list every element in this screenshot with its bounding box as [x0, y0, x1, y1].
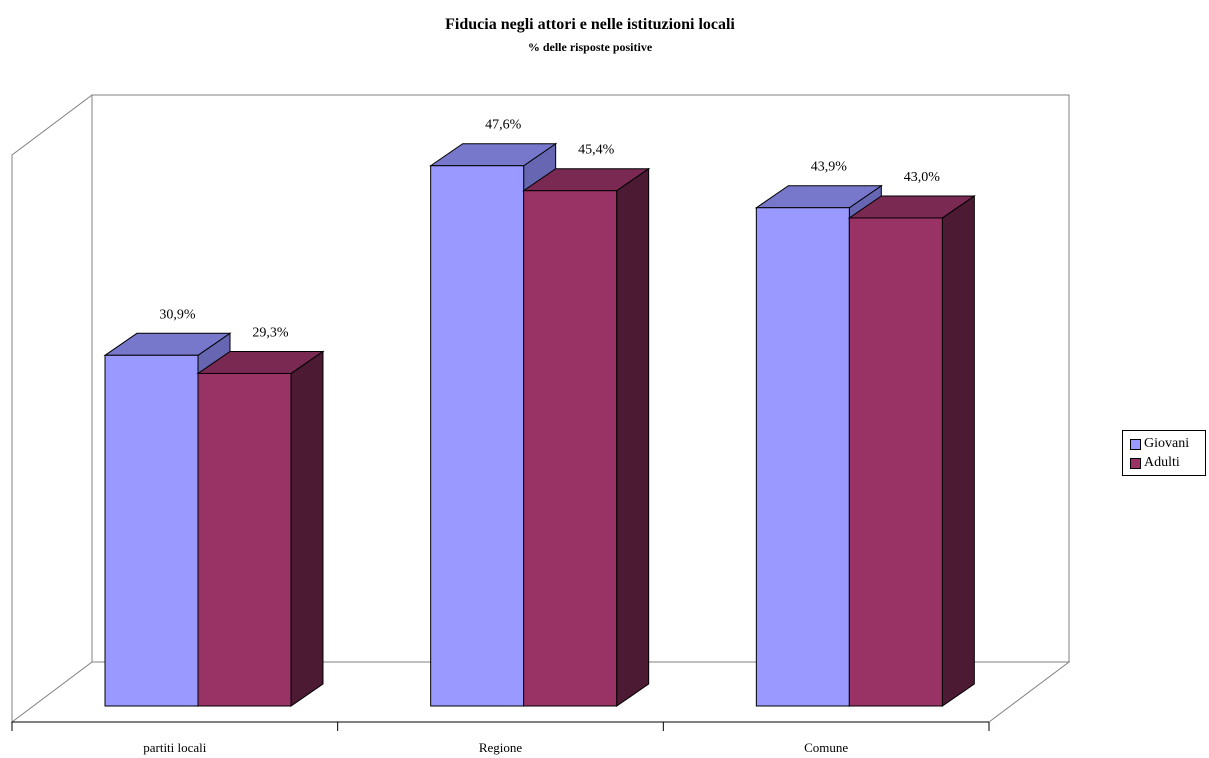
bar	[430, 165, 525, 707]
data-label: 30,9%	[159, 307, 196, 322]
data-label: 29,3%	[252, 325, 289, 340]
bar-side	[941, 194, 975, 707]
bar	[523, 190, 618, 707]
bar	[755, 207, 850, 707]
legend-swatch-adulti	[1130, 457, 1141, 469]
bar	[197, 372, 292, 707]
data-label: 43,0%	[904, 170, 941, 185]
legend-label-giovani: Giovani	[1144, 436, 1190, 451]
chart-title: Fiducia negli attori e nelle istituzioni…	[445, 16, 735, 33]
legend-item-adulti: Adulti	[1130, 455, 1180, 471]
bar-side	[290, 350, 324, 707]
category-label: partiti locali	[143, 740, 207, 755]
legend-label-adulti: Adulti	[1144, 455, 1180, 470]
data-label: 43,9%	[811, 160, 848, 175]
data-label: 47,6%	[485, 118, 522, 133]
bar-side	[616, 167, 650, 707]
category-label: Regione	[479, 740, 523, 755]
data-label: 45,4%	[578, 143, 615, 158]
legend: Giovani Adulti	[1122, 430, 1206, 476]
legend-item-giovani: Giovani	[1130, 436, 1189, 452]
chart-subtitle: % delle risposte positive	[527, 40, 653, 54]
left-wall	[11, 94, 93, 722]
legend-swatch-giovani	[1130, 438, 1141, 450]
bar	[104, 354, 199, 707]
back-wall	[91, 94, 1070, 662]
category-label: Comune	[804, 740, 848, 755]
bar	[848, 217, 943, 707]
